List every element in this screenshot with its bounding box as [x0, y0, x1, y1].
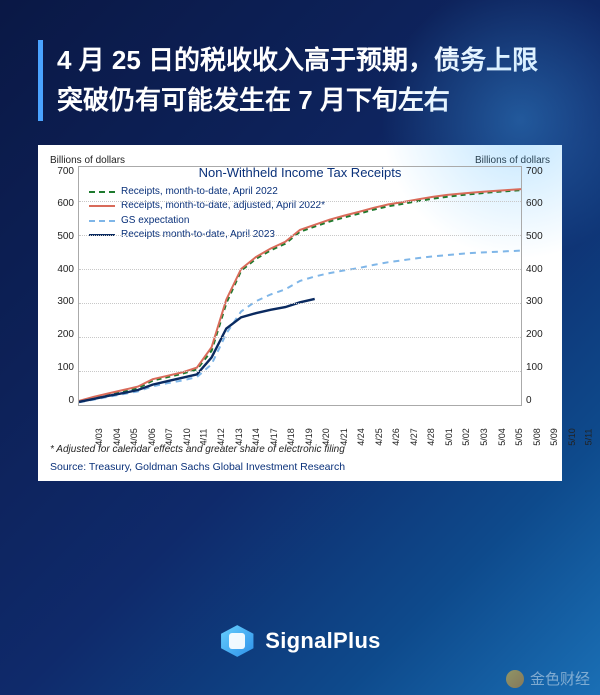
y-tick: 300	[50, 296, 74, 307]
y-tick: 500	[50, 231, 74, 242]
y-tick: 200	[526, 329, 550, 340]
series-line	[79, 190, 521, 402]
brand-name: SignalPlus	[265, 628, 380, 654]
chart-plot: Non-Withheld Income Tax Receipts Receipt…	[78, 166, 522, 406]
gridline	[79, 201, 521, 202]
gridline	[79, 303, 521, 304]
y-tick: 0	[526, 395, 550, 406]
y-tick: 700	[526, 166, 550, 177]
y-ticks-right: 700 600 500 400 300 200 100 0	[522, 166, 550, 406]
y-tick: 600	[526, 198, 550, 209]
x-ticks: 4/034/044/054/064/074/104/114/124/134/14…	[78, 408, 522, 442]
brand-logo-icon	[219, 623, 255, 659]
chart-source: Source: Treasury, Goldman Sachs Global I…	[50, 461, 550, 473]
watermark: 金色财经	[506, 668, 590, 689]
brand-row: SignalPlus	[0, 623, 600, 659]
gridline	[79, 269, 521, 270]
gridline	[79, 371, 521, 372]
series-line	[79, 250, 521, 402]
series-line	[79, 298, 315, 401]
series-line	[79, 189, 521, 401]
y-tick: 700	[50, 166, 74, 177]
watermark-text: 金色财经	[530, 668, 590, 689]
y-tick: 200	[50, 329, 74, 340]
y-tick: 100	[526, 362, 550, 373]
gridline	[79, 235, 521, 236]
chart-lines-svg	[79, 167, 521, 405]
y-tick: 300	[526, 296, 550, 307]
plot-area: 700 600 500 400 300 200 100 0 Non-Withheld Inco…	[50, 166, 550, 406]
y-tick: 500	[526, 231, 550, 242]
y-tick: 400	[50, 264, 74, 275]
y-tick: 400	[526, 264, 550, 275]
y-ticks-left: 700 600 500 400 300 200 100 0	[50, 166, 78, 406]
chart-container: Billions of dollars Billions of dollars …	[38, 145, 562, 481]
y-tick: 0	[50, 395, 74, 406]
watermark-icon	[506, 670, 524, 688]
gridline	[79, 337, 521, 338]
y-tick: 600	[50, 198, 74, 209]
x-tick: 5/15	[594, 428, 600, 446]
y-tick: 100	[50, 362, 74, 373]
